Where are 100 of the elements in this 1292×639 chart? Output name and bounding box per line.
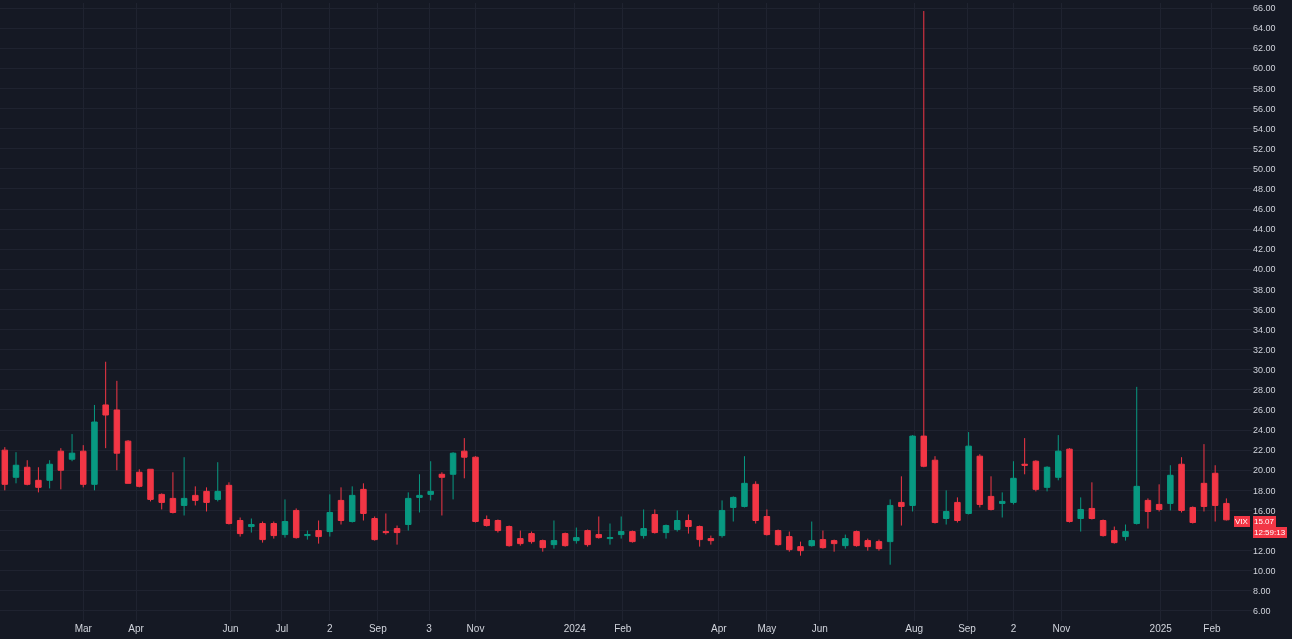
y-tick-label: 42.00 bbox=[1253, 244, 1276, 255]
candlestick bbox=[225, 481, 233, 526]
candlestick bbox=[1, 446, 9, 491]
candlestick bbox=[12, 451, 20, 484]
candlestick bbox=[707, 535, 715, 546]
x-tick-label: Jul bbox=[275, 623, 289, 634]
y-tick-label: 34.00 bbox=[1253, 324, 1276, 335]
x-tick-label: Sep bbox=[368, 623, 388, 634]
candlestick bbox=[405, 491, 412, 532]
candlestick bbox=[550, 520, 558, 550]
candlestick bbox=[786, 531, 793, 553]
candlestick bbox=[1032, 459, 1040, 492]
candlestick bbox=[752, 480, 759, 525]
y-tick-label: 28.00 bbox=[1253, 385, 1276, 396]
candlestick bbox=[382, 512, 390, 536]
annotation: VIX bbox=[1235, 517, 1249, 526]
candlestick bbox=[819, 530, 827, 550]
y-tick-label: 20.00 bbox=[1253, 465, 1276, 476]
candlestick bbox=[898, 475, 905, 527]
candlestick bbox=[80, 444, 87, 488]
candlestick bbox=[427, 460, 434, 501]
candlestick bbox=[685, 513, 692, 535]
x-tick-label: Nov bbox=[1052, 623, 1071, 634]
x-tick-label: Mar bbox=[74, 623, 93, 634]
y-tick-label: 58.00 bbox=[1253, 83, 1276, 94]
candlestick bbox=[169, 471, 177, 514]
y-tick-label: 32.00 bbox=[1253, 344, 1276, 355]
candlestick bbox=[281, 498, 289, 539]
candlestick bbox=[236, 517, 244, 538]
candlestick bbox=[640, 508, 647, 540]
candlestick bbox=[1099, 519, 1107, 538]
candlestick bbox=[136, 468, 143, 488]
candlestick bbox=[203, 486, 210, 512]
candlestick bbox=[662, 524, 670, 540]
x-tick-label: 2 bbox=[1010, 623, 1017, 634]
candlestick bbox=[1010, 460, 1017, 505]
candlestick bbox=[449, 451, 457, 500]
candlestick bbox=[1200, 443, 1208, 512]
candlestick bbox=[259, 521, 266, 544]
candlestick bbox=[1223, 497, 1230, 522]
candlestick bbox=[180, 456, 188, 516]
text: 12:59:13 bbox=[1254, 528, 1286, 537]
candlestick bbox=[517, 530, 524, 547]
candlestick bbox=[629, 530, 636, 544]
candlestick bbox=[808, 521, 815, 548]
y-tick-label: 48.00 bbox=[1253, 184, 1276, 195]
candlestick bbox=[875, 539, 883, 552]
x-tick-label: Jun bbox=[222, 623, 239, 634]
candlestick bbox=[1122, 524, 1129, 542]
y-tick-label: 50.00 bbox=[1253, 163, 1276, 174]
y-tick-label: 22.00 bbox=[1253, 445, 1276, 456]
y-tick-label: 6.00 bbox=[1253, 606, 1271, 617]
x-tick-label: Aug bbox=[905, 623, 924, 634]
candlestick bbox=[909, 434, 916, 512]
candlestick bbox=[214, 461, 221, 502]
candlestick bbox=[886, 498, 894, 566]
candlestick bbox=[124, 439, 132, 484]
candlestick bbox=[438, 471, 446, 516]
candlestick bbox=[774, 529, 782, 547]
candlestick bbox=[102, 361, 109, 449]
candlestick bbox=[954, 496, 961, 524]
candlestick bbox=[337, 486, 345, 526]
candlestick bbox=[1167, 464, 1174, 511]
candlestick bbox=[830, 540, 838, 553]
y-tick-label: 46.00 bbox=[1253, 204, 1276, 215]
candlestick bbox=[539, 539, 546, 553]
y-tick-label: 18.00 bbox=[1253, 485, 1276, 496]
candlestick bbox=[472, 455, 479, 524]
candlestick bbox=[158, 492, 165, 510]
y-tick-label: 60.00 bbox=[1253, 63, 1276, 74]
candlestick bbox=[606, 523, 614, 546]
candlestick bbox=[741, 455, 748, 508]
candlestick bbox=[942, 489, 950, 526]
candlestick bbox=[965, 431, 972, 515]
candlestick bbox=[1066, 447, 1073, 524]
candlestick bbox=[461, 437, 468, 479]
candlestick bbox=[292, 507, 300, 540]
candlestick bbox=[584, 529, 591, 548]
y-tick-label: 44.00 bbox=[1253, 224, 1276, 235]
y-tick-label: 30.00 bbox=[1253, 364, 1276, 375]
y-tick-label: 54.00 bbox=[1253, 123, 1276, 134]
candlestick bbox=[561, 532, 569, 548]
x-tick-label: May bbox=[757, 623, 777, 634]
candlestick bbox=[1155, 483, 1163, 512]
x-tick-label: 3 bbox=[426, 623, 433, 634]
candlestick bbox=[595, 515, 603, 540]
candlestick bbox=[528, 531, 535, 545]
y-tick-label: 64.00 bbox=[1253, 23, 1276, 34]
y-tick-label: 62.00 bbox=[1253, 43, 1276, 54]
candlestick bbox=[315, 520, 322, 545]
x-tick-label: Sep bbox=[958, 623, 977, 634]
x-tick-label: Apr bbox=[128, 623, 145, 634]
candlestick bbox=[494, 519, 502, 534]
x-tick-label: Nov bbox=[466, 623, 485, 634]
x-tick-label: 2 bbox=[327, 623, 334, 634]
x-tick-label: Feb bbox=[614, 623, 632, 634]
y-tick-label: 26.00 bbox=[1253, 405, 1276, 416]
candlestick bbox=[23, 459, 31, 486]
candlestick bbox=[998, 491, 1006, 518]
candlestick bbox=[270, 521, 278, 540]
